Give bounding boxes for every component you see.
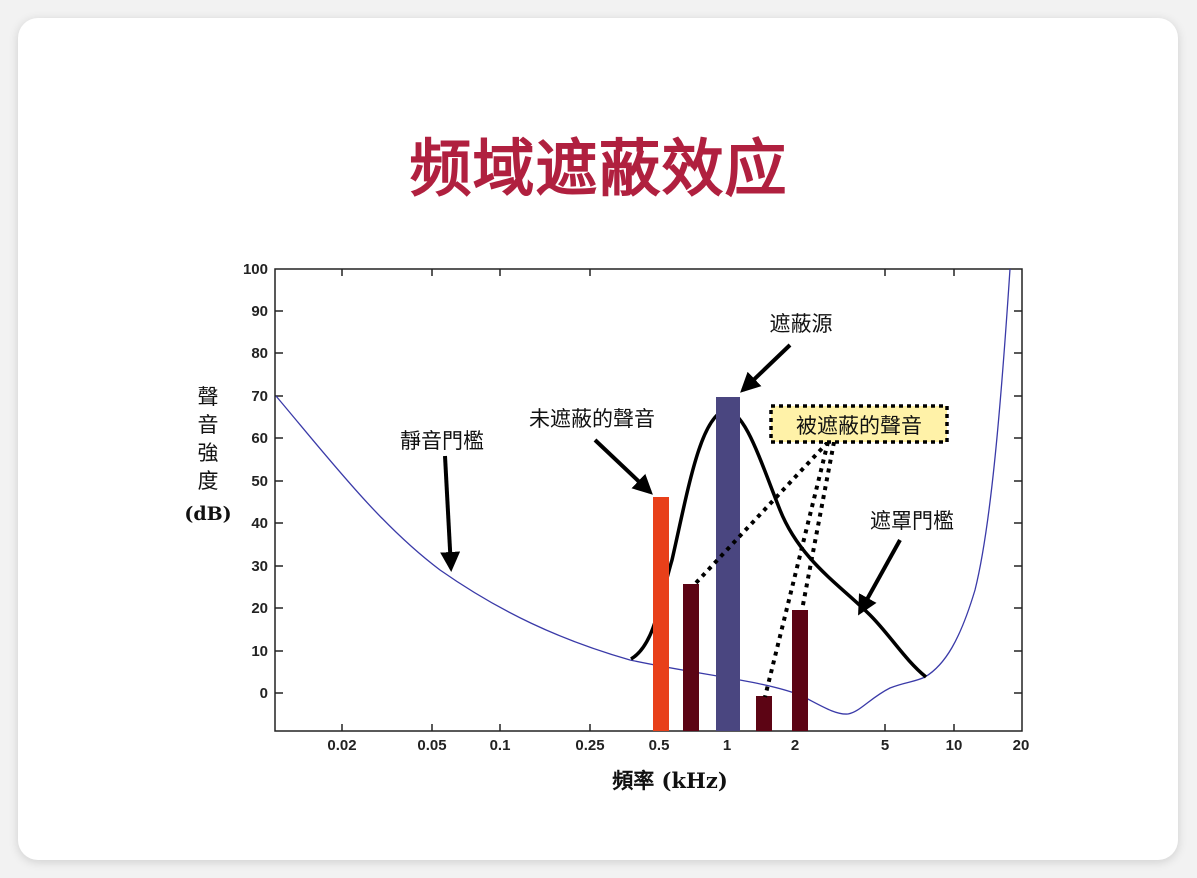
label-unmasked: 未遮蔽的聲音 — [529, 407, 655, 431]
x-tick: 5 — [881, 737, 889, 754]
label-quiet-threshold: 靜音門檻 — [400, 429, 484, 453]
y-axis-label: 聲 音 強 度 (dB) — [184, 385, 231, 525]
arrow-quiet-threshold — [440, 455, 461, 572]
svg-text:強: 強 — [198, 441, 219, 465]
x-tick: 0.02 — [327, 737, 356, 754]
masked-label-box — [769, 404, 949, 444]
x-axis: 0.02 0.05 0.1 0.25 0.5 1 2 5 10 20 — [327, 269, 1029, 754]
y-tick: 70 — [251, 388, 268, 405]
bar-masker-1khz — [716, 397, 740, 731]
bar-masked-1.5khz — [756, 696, 772, 731]
svg-text:度: 度 — [198, 469, 219, 493]
y-tick: 10 — [251, 643, 268, 660]
label-masking-threshold: 遮罩門檻 — [870, 509, 954, 533]
x-axis-label: 頻率 (kHz) — [612, 768, 728, 793]
svg-text:聲: 聲 — [198, 385, 219, 409]
x-tick: 1 — [723, 737, 731, 754]
y-tick: 50 — [251, 473, 268, 490]
label-masked: 被遮蔽的聲音 — [796, 414, 922, 438]
arrow-masker — [740, 343, 792, 393]
y-tick: 100 — [243, 261, 268, 278]
x-tick: 0.05 — [417, 737, 446, 754]
svg-text:音: 音 — [198, 413, 219, 437]
bar-masked-2.1khz — [792, 610, 808, 731]
arrow-masking-threshold — [858, 539, 902, 616]
plot-frame — [274, 268, 1023, 732]
masked-leader-lines — [692, 440, 836, 698]
x-tick: 0.25 — [575, 737, 604, 754]
y-axis: 0 10 20 30 40 50 60 70 80 90 100 — [243, 261, 1022, 702]
label-masker: 遮蔽源 — [770, 312, 833, 336]
x-tick: 0.5 — [649, 737, 670, 754]
x-tick: 0.1 — [490, 737, 511, 754]
y-tick: 30 — [251, 558, 268, 575]
slide-title: 频域遮蔽效应 — [409, 132, 788, 205]
y-tick: 40 — [251, 515, 268, 532]
bar-masked-0.7khz — [683, 584, 699, 731]
y-tick: 60 — [251, 430, 268, 447]
y-tick: 80 — [251, 345, 268, 362]
x-tick: 10 — [946, 737, 963, 754]
y-tick: 90 — [251, 303, 268, 320]
bar-unmasked-0.5khz — [653, 497, 669, 731]
svg-text:(dB): (dB) — [184, 503, 231, 525]
y-tick: 0 — [260, 685, 268, 702]
x-tick: 20 — [1013, 737, 1030, 754]
arrow-unmasked — [593, 438, 653, 495]
y-tick: 20 — [251, 600, 268, 617]
x-tick: 2 — [791, 737, 799, 754]
